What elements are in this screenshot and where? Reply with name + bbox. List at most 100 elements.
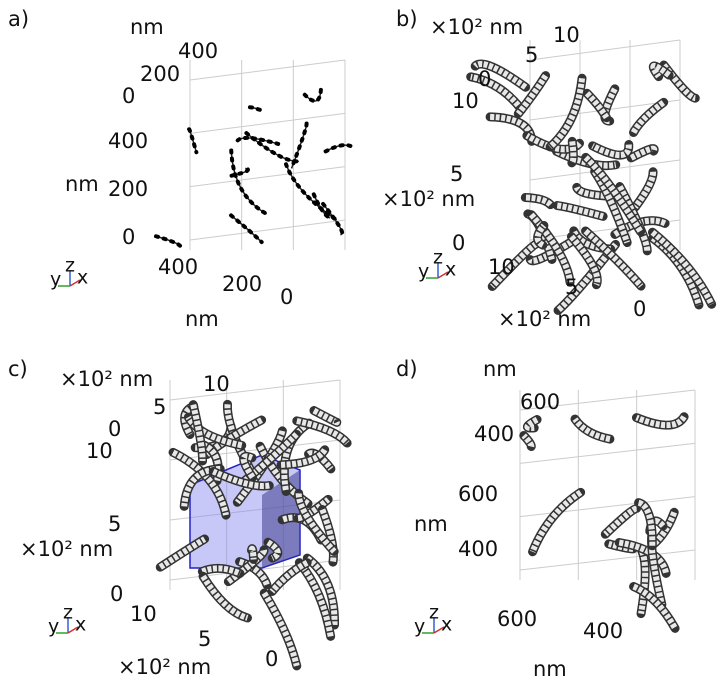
fiber-surface — [200, 574, 249, 621]
fiber-surface — [650, 511, 678, 548]
fiber-nodes — [152, 233, 183, 248]
axis-label: 0 — [452, 231, 465, 255]
grid-line — [189, 166, 346, 188]
fiber-nodes — [311, 192, 332, 221]
axis-label: nm — [483, 357, 517, 381]
fiber-nodes — [235, 135, 281, 146]
fiber-surface — [534, 223, 547, 248]
panel-label: a) — [8, 7, 29, 31]
fiber-surface — [306, 450, 334, 471]
triad-label: y — [414, 616, 425, 638]
fiber-surface — [205, 417, 263, 457]
axis-label: 10 — [553, 23, 580, 47]
fiber-surface — [261, 591, 300, 667]
fiber-surface — [312, 407, 340, 426]
decoration — [56, 39, 717, 671]
fiber-surface — [635, 414, 687, 429]
fiber-surface — [650, 62, 671, 79]
triad-arrow — [67, 626, 79, 634]
axis-label: 10 — [86, 439, 113, 463]
axis-label: 600 — [458, 482, 498, 506]
grid-line — [519, 389, 696, 411]
fiber — [545, 73, 587, 152]
triad-label: x — [445, 259, 456, 281]
axis-label: nm — [414, 512, 448, 536]
fiber-surface — [603, 505, 638, 537]
axis-label: nm — [185, 307, 219, 331]
axis-label: 5 — [525, 43, 538, 67]
fiber-surface — [573, 185, 605, 199]
fiber-surface — [527, 236, 578, 264]
axis-label: 5 — [565, 275, 578, 299]
triad-arrow — [433, 626, 445, 634]
triad-label: z — [433, 247, 443, 269]
axis-label: 400 — [178, 39, 218, 63]
axis-label: 200 — [140, 62, 180, 86]
axis-label: ×10² nm — [382, 187, 475, 211]
fiber — [626, 144, 659, 163]
grid-line — [189, 59, 346, 81]
axis-label: 5 — [450, 162, 463, 186]
triad-label: z — [65, 255, 75, 277]
axis-label: nm — [533, 657, 567, 681]
fiber-surface — [572, 417, 611, 443]
grid-line — [169, 379, 341, 401]
axis-label: 0 — [110, 582, 123, 606]
fiber-surface — [281, 420, 311, 492]
fiber-surface — [571, 229, 612, 253]
panel-graphic — [155, 379, 352, 671]
axis-label: 0 — [265, 647, 278, 671]
fiber-nodes — [284, 162, 339, 223]
fiber-surface — [281, 514, 324, 542]
axis-label: 400 — [474, 422, 514, 446]
axis-label: ×10² nm — [20, 537, 113, 561]
fiber-surface — [630, 99, 666, 134]
panel-label: c) — [8, 357, 28, 381]
fiber-nodes — [229, 213, 264, 245]
axis-label: 5 — [198, 627, 211, 651]
panel-graphic — [519, 389, 696, 633]
fiber-nodes — [229, 148, 269, 216]
fiber-nodes — [323, 143, 353, 154]
axis-label: 600 — [520, 390, 560, 414]
grid-line — [519, 442, 696, 464]
axis-label: 600 — [497, 607, 537, 631]
fiber-surface — [529, 489, 583, 553]
fiber-surface — [521, 433, 535, 448]
fiber-surface — [470, 73, 524, 112]
fiber-surface — [473, 61, 528, 90]
fiber-surface — [181, 465, 221, 507]
fiber-surface — [280, 448, 328, 468]
triad-arrow — [437, 271, 449, 279]
fiber-surface — [171, 449, 229, 516]
axis-label: 5 — [153, 395, 166, 419]
fiber-surface — [305, 555, 338, 626]
axis-label: 5 — [108, 512, 121, 536]
fiber-surface — [569, 141, 577, 166]
triad-label: y — [48, 616, 59, 638]
grid-line — [189, 112, 346, 134]
fiber-surface — [158, 536, 207, 570]
axis-label: 200 — [222, 272, 262, 296]
grid-line — [519, 496, 696, 518]
fiber-surface — [569, 234, 601, 286]
fiber-surface — [201, 565, 242, 577]
grid-line — [189, 219, 346, 241]
panel-graphic — [466, 39, 717, 315]
fiber-surface — [632, 171, 657, 209]
panel-label: d) — [396, 357, 418, 381]
fiber-surface — [185, 415, 243, 449]
fiber — [629, 582, 680, 633]
fiber-surface — [248, 545, 257, 560]
fiber-surface — [295, 493, 337, 554]
fiber-surface — [583, 228, 644, 289]
fiber-surface — [190, 403, 206, 462]
fiber-surface — [524, 416, 539, 432]
axis-label: 10 — [203, 372, 230, 396]
panel-label: b) — [396, 7, 418, 31]
axis-label: 10 — [130, 602, 157, 626]
fiber-surface — [584, 91, 610, 120]
fiber-surface — [548, 77, 586, 150]
